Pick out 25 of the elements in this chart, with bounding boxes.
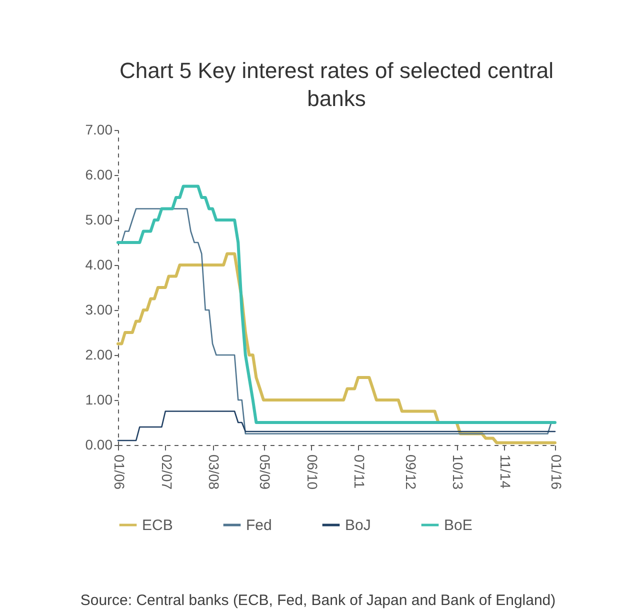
legend-label: BoE bbox=[444, 517, 472, 534]
x-tick-label: 05/09 bbox=[257, 454, 274, 490]
y-tick-label: 1.00 bbox=[85, 392, 113, 408]
y-tick-label: 0.00 bbox=[85, 436, 113, 452]
x-tick-label: 01/06 bbox=[112, 454, 128, 490]
x-tick-label: 10/13 bbox=[450, 454, 466, 490]
legend-label: BoJ bbox=[345, 517, 371, 534]
chart-title: Chart 5 Key interest rates of selected central banks bbox=[119, 58, 554, 111]
y-tick-label: 2.00 bbox=[85, 346, 113, 362]
y-tick-label: 5.00 bbox=[85, 212, 113, 228]
x-tick-label: 09/12 bbox=[402, 454, 419, 490]
y-tick-label: 7.00 bbox=[85, 122, 113, 138]
x-tick-label: 07/11 bbox=[352, 454, 368, 489]
legend-label: Fed bbox=[246, 517, 272, 534]
y-tick-label: 4.00 bbox=[85, 256, 113, 272]
x-tick-label: 11/14 bbox=[498, 454, 514, 489]
x-tick-label: 03/08 bbox=[206, 454, 222, 490]
x-tick-label: 01/16 bbox=[548, 454, 564, 490]
line-series bbox=[117, 410, 556, 442]
x-tick-label: 06/10 bbox=[304, 454, 320, 490]
y-tick-label: 6.00 bbox=[85, 166, 113, 182]
x-tick-label: 02/07 bbox=[158, 454, 175, 490]
y-tick-label: 3.00 bbox=[85, 302, 113, 318]
source-note: Source: Central banks (ECB, Fed, Bank of Japan and Bank of England) bbox=[80, 592, 556, 609]
legend-label: ECB bbox=[142, 517, 173, 534]
